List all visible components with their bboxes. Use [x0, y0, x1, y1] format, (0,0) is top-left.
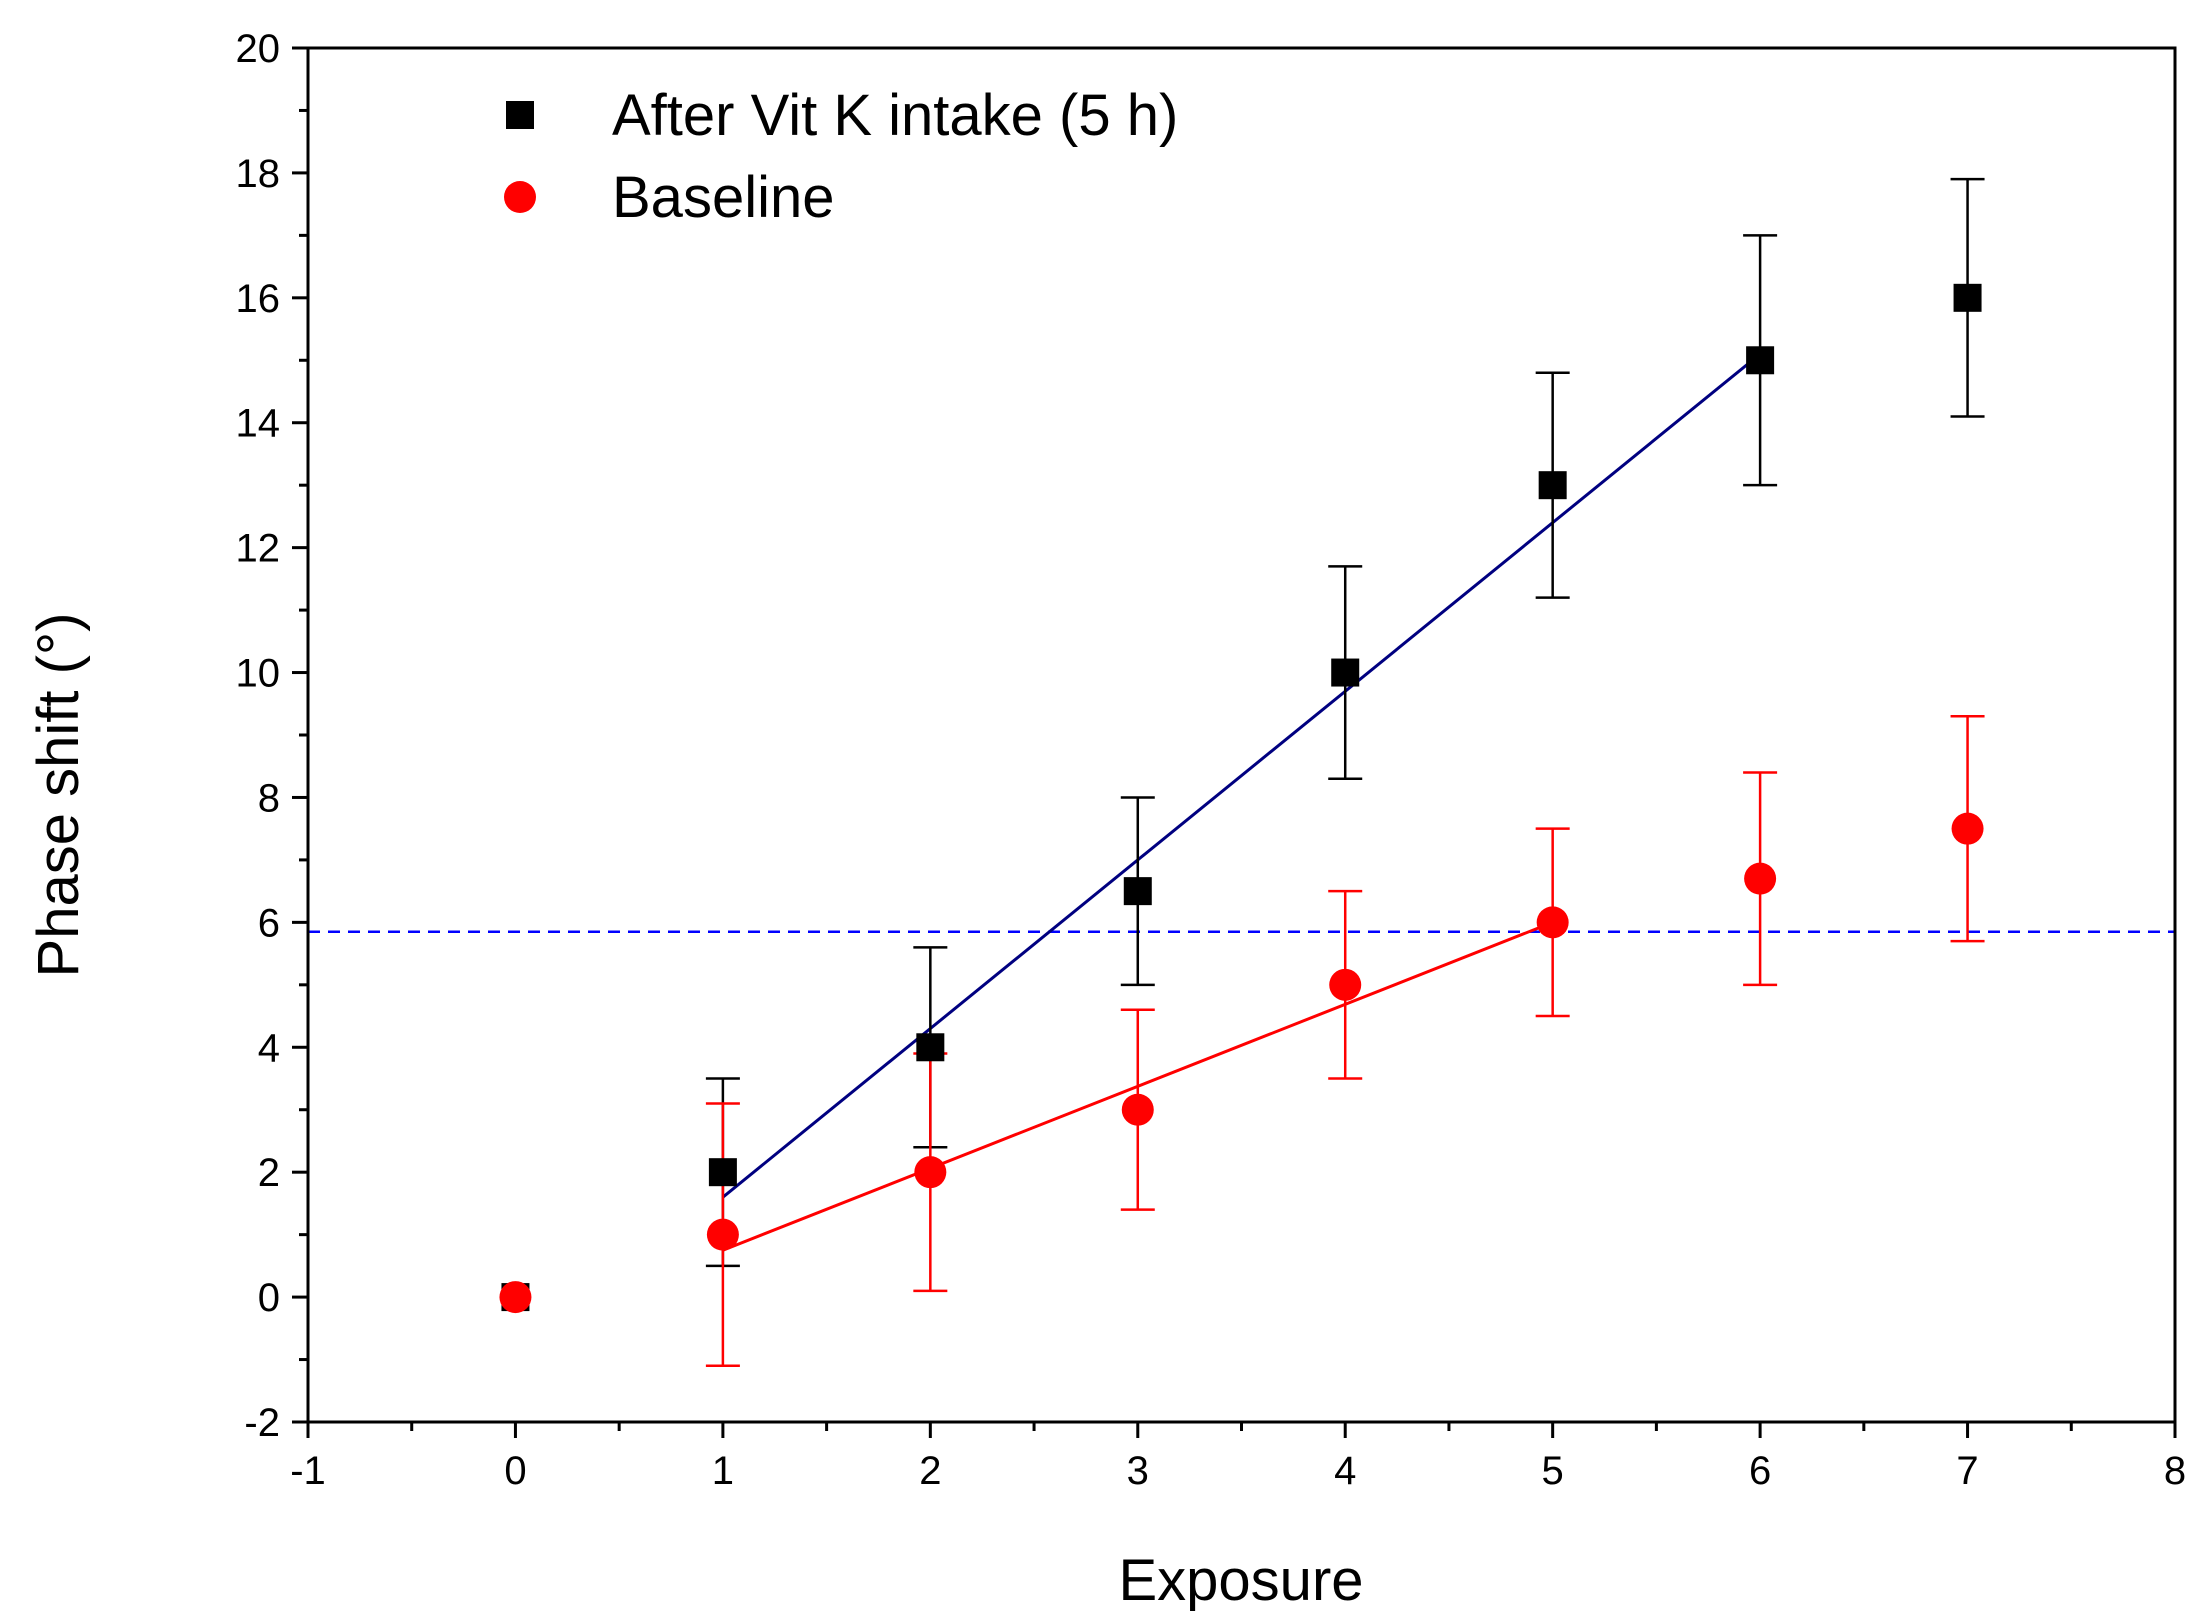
y-tick-label: 0: [258, 1276, 280, 1320]
x-tick-label: 1: [712, 1449, 734, 1493]
legend-marker-circle: [504, 181, 536, 213]
data-point-baseline: [1536, 906, 1569, 939]
data-point-vitk: [708, 1158, 737, 1187]
x-axis-title: Exposure: [1118, 1548, 1363, 1611]
data-point-baseline: [706, 1218, 739, 1251]
plot-frame: [306, 46, 2177, 1424]
fit-line-layer: [721, 352, 1762, 1252]
fit-line-vitk: [721, 352, 1762, 1199]
legend: After Vit K intake (5 h) Baseline: [504, 83, 1178, 230]
x-tick-label: -1: [290, 1449, 326, 1493]
data-point-vitk: [1746, 346, 1775, 375]
data-point-baseline: [914, 1156, 947, 1189]
y-tick-label: 14: [236, 402, 281, 446]
data-point-baseline: [499, 1281, 532, 1314]
y-tick-label: 16: [236, 277, 281, 321]
data-point-baseline: [1744, 862, 1777, 895]
y-tick-label: 20: [236, 27, 281, 71]
y-axis-title: Phase shift (°): [26, 613, 91, 978]
legend-label: Baseline: [612, 165, 834, 230]
y-tick-label: 8: [258, 776, 280, 820]
y-tick-label: 4: [258, 1026, 280, 1070]
data-point-baseline: [1329, 968, 1362, 1001]
error-bar-layer: [705, 177, 1985, 1368]
marker-layer: [499, 283, 1984, 1314]
data-point-vitk: [1538, 471, 1567, 500]
data-point-baseline: [1121, 1093, 1154, 1126]
x-tick-label: 8: [2164, 1449, 2186, 1493]
data-point-vitk: [916, 1033, 945, 1062]
data-point-vitk: [1123, 877, 1152, 906]
y-tick-label: 2: [258, 1151, 280, 1195]
x-tick-label: 3: [1127, 1449, 1149, 1493]
x-tick-label: 2: [919, 1449, 941, 1493]
y-tick-label: 12: [236, 527, 281, 571]
y-tick-label: 10: [236, 652, 281, 696]
legend-label: After Vit K intake (5 h): [612, 83, 1178, 148]
y-tick-label: 6: [258, 901, 280, 945]
legend-marker-square: [506, 101, 534, 129]
data-point-baseline: [1951, 812, 1984, 845]
y-tick-label: -2: [244, 1401, 280, 1445]
y-tick-label: 18: [236, 152, 281, 196]
data-point-vitk: [1331, 658, 1360, 687]
data-point-vitk: [1953, 283, 1982, 312]
x-tick-label: 0: [504, 1449, 526, 1493]
x-tick-label: 5: [1542, 1449, 1564, 1493]
x-tick-label: 6: [1749, 1449, 1771, 1493]
x-tick-label: 4: [1334, 1449, 1356, 1493]
x-tick-label: 7: [1956, 1449, 1978, 1493]
